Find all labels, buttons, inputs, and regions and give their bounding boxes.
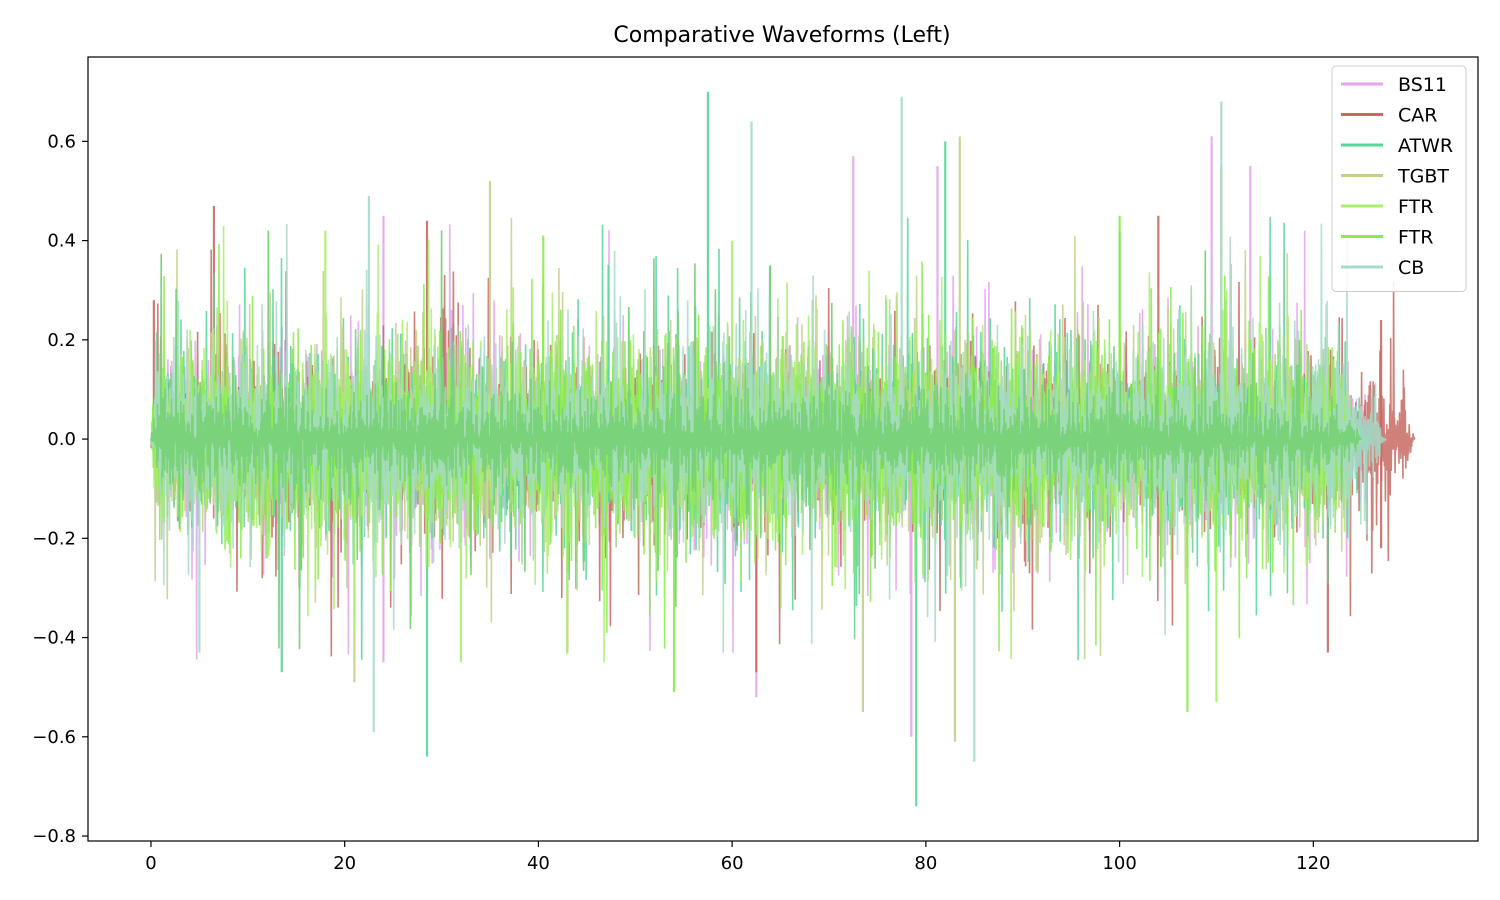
y-tick-label: 0.6: [47, 131, 76, 152]
legend-label: CB: [1398, 257, 1424, 279]
y-tick-label: −0.8: [32, 826, 76, 847]
y-tick-label: 0.0: [47, 429, 76, 450]
legend-label: FTR: [1398, 196, 1433, 218]
legend-label: TGBT: [1397, 166, 1449, 188]
x-tick-label: 40: [527, 853, 550, 874]
y-tick-label: −0.2: [32, 528, 76, 549]
x-tick-label: 80: [914, 853, 937, 874]
x-tick-label: 120: [1296, 853, 1330, 874]
y-tick-label: 0.4: [47, 231, 76, 252]
y-tick-label: −0.4: [32, 628, 76, 649]
y-tick-label: 0.2: [47, 330, 76, 351]
x-tick-label: 0: [145, 853, 156, 874]
chart-title: Comparative Waveforms (Left): [613, 23, 950, 48]
x-tick-label: 60: [721, 853, 744, 874]
legend-label: BS11: [1398, 74, 1447, 96]
legend-label: ATWR: [1398, 135, 1453, 157]
y-tick-label: −0.6: [32, 727, 76, 748]
legend: BS11 CAR ATWR TGBT FTR FTR CB: [1332, 66, 1466, 292]
x-tick-label: 20: [333, 853, 356, 874]
x-tick-label: 100: [1102, 853, 1136, 874]
legend-label: CAR: [1398, 105, 1437, 127]
legend-label: FTR: [1398, 227, 1433, 249]
